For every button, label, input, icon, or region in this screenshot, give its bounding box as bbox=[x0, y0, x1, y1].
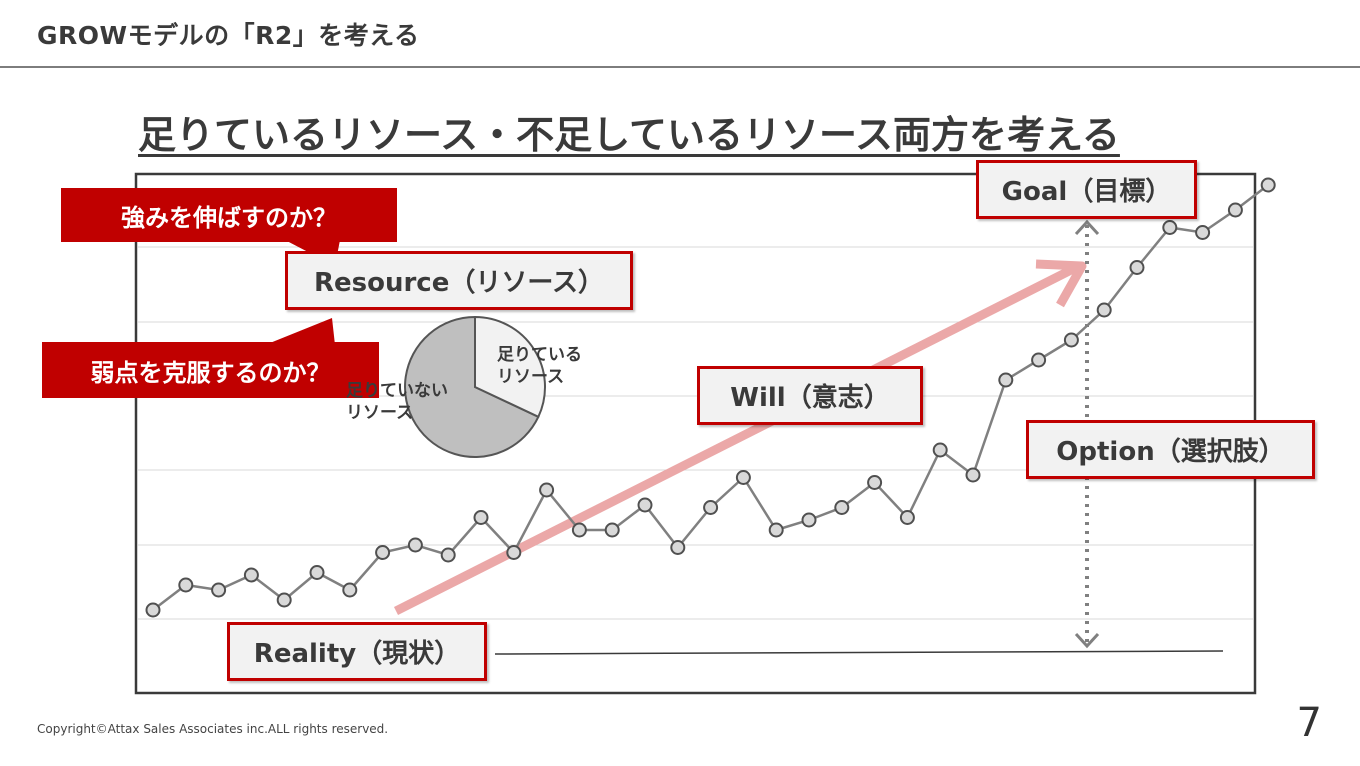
weakness-callout: 弱点を克服するのか？ bbox=[42, 342, 379, 398]
goal-label: Goal（目標） bbox=[976, 160, 1197, 219]
strength-callout: 強みを伸ばすのか？ bbox=[61, 188, 397, 242]
pie-label-sufficient-line1: 足りている bbox=[497, 345, 582, 365]
header-title: GROWモデルの「R2」を考える bbox=[37, 21, 420, 50]
trend-point bbox=[407, 537, 423, 553]
pie-slice-sufficient bbox=[474, 315, 546, 419]
trend-point bbox=[178, 577, 194, 593]
pie-slice-insufficient bbox=[404, 315, 540, 458]
weakness-callout-text: 弱点を克服するのか？ bbox=[90, 358, 331, 387]
resource-pie bbox=[404, 315, 546, 458]
copyright-footer: Copyright©Attax Sales Associates inc.ALL… bbox=[37, 722, 389, 736]
trend-point bbox=[1096, 302, 1112, 318]
trend-point bbox=[1129, 260, 1145, 275]
trend-point bbox=[801, 512, 817, 528]
reality-label-text: Reality（現状） bbox=[253, 639, 461, 669]
pie-label-insufficient-line1: 足りていない bbox=[346, 381, 448, 401]
trend-point bbox=[1031, 352, 1047, 368]
trend-points bbox=[145, 177, 1276, 618]
trend-point bbox=[539, 482, 555, 498]
trend-point bbox=[145, 602, 161, 618]
trend-point bbox=[834, 500, 850, 515]
reality-label: Reality（現状） bbox=[227, 622, 487, 681]
trend-point bbox=[211, 582, 227, 598]
pie-label-sufficient: 足りている リソース bbox=[497, 344, 582, 388]
trend-point bbox=[309, 565, 325, 580]
trend-point bbox=[1195, 225, 1211, 240]
trend-point bbox=[1227, 202, 1243, 218]
trend-point bbox=[342, 582, 358, 598]
trend-point bbox=[670, 540, 686, 555]
pie-label-insufficient-line2: リソース bbox=[346, 403, 414, 423]
trend-point bbox=[965, 467, 981, 483]
trend-point bbox=[440, 547, 456, 563]
trend-point bbox=[768, 522, 784, 538]
trend-point bbox=[867, 475, 883, 490]
header-divider bbox=[0, 66, 1360, 68]
trend-point bbox=[473, 510, 489, 525]
trend-point bbox=[735, 470, 751, 485]
trend-point bbox=[1063, 332, 1079, 348]
trend-point bbox=[899, 510, 915, 525]
option-label: Option（選択肢） bbox=[1026, 420, 1315, 479]
strength-callout-text: 強みを伸ばすのか？ bbox=[121, 203, 337, 232]
trend-point bbox=[604, 522, 620, 538]
trend-point bbox=[703, 500, 719, 515]
resource-label: Resource（リソース） bbox=[285, 251, 633, 310]
trend-point bbox=[571, 522, 587, 538]
page-number: 7 bbox=[1296, 700, 1322, 746]
trend-point bbox=[1260, 177, 1276, 193]
goal-label-text: Goal（目標） bbox=[1001, 177, 1172, 207]
trend-point bbox=[375, 545, 391, 560]
trend-point bbox=[1162, 220, 1178, 235]
trend-point bbox=[637, 497, 653, 513]
will-label: Will（意志） bbox=[697, 366, 923, 425]
trend-point bbox=[506, 545, 522, 560]
reality-baseline bbox=[494, 650, 1224, 655]
option-label-text: Option（選択肢） bbox=[1056, 437, 1285, 467]
slide-title: 足りているリソース・不足しているリソース両方を考える bbox=[138, 113, 1120, 157]
resource-label-text: Resource（リソース） bbox=[313, 268, 605, 298]
pie-label-insufficient: 足りていない リソース bbox=[346, 380, 448, 424]
weakness-callout-tail bbox=[265, 318, 335, 345]
will-label-text: Will（意志） bbox=[730, 383, 890, 413]
trend-point bbox=[243, 567, 259, 583]
trend-point bbox=[932, 442, 948, 458]
trend-point bbox=[276, 592, 292, 608]
pie-label-sufficient-line2: リソース bbox=[497, 367, 565, 387]
trend-point bbox=[998, 372, 1014, 388]
